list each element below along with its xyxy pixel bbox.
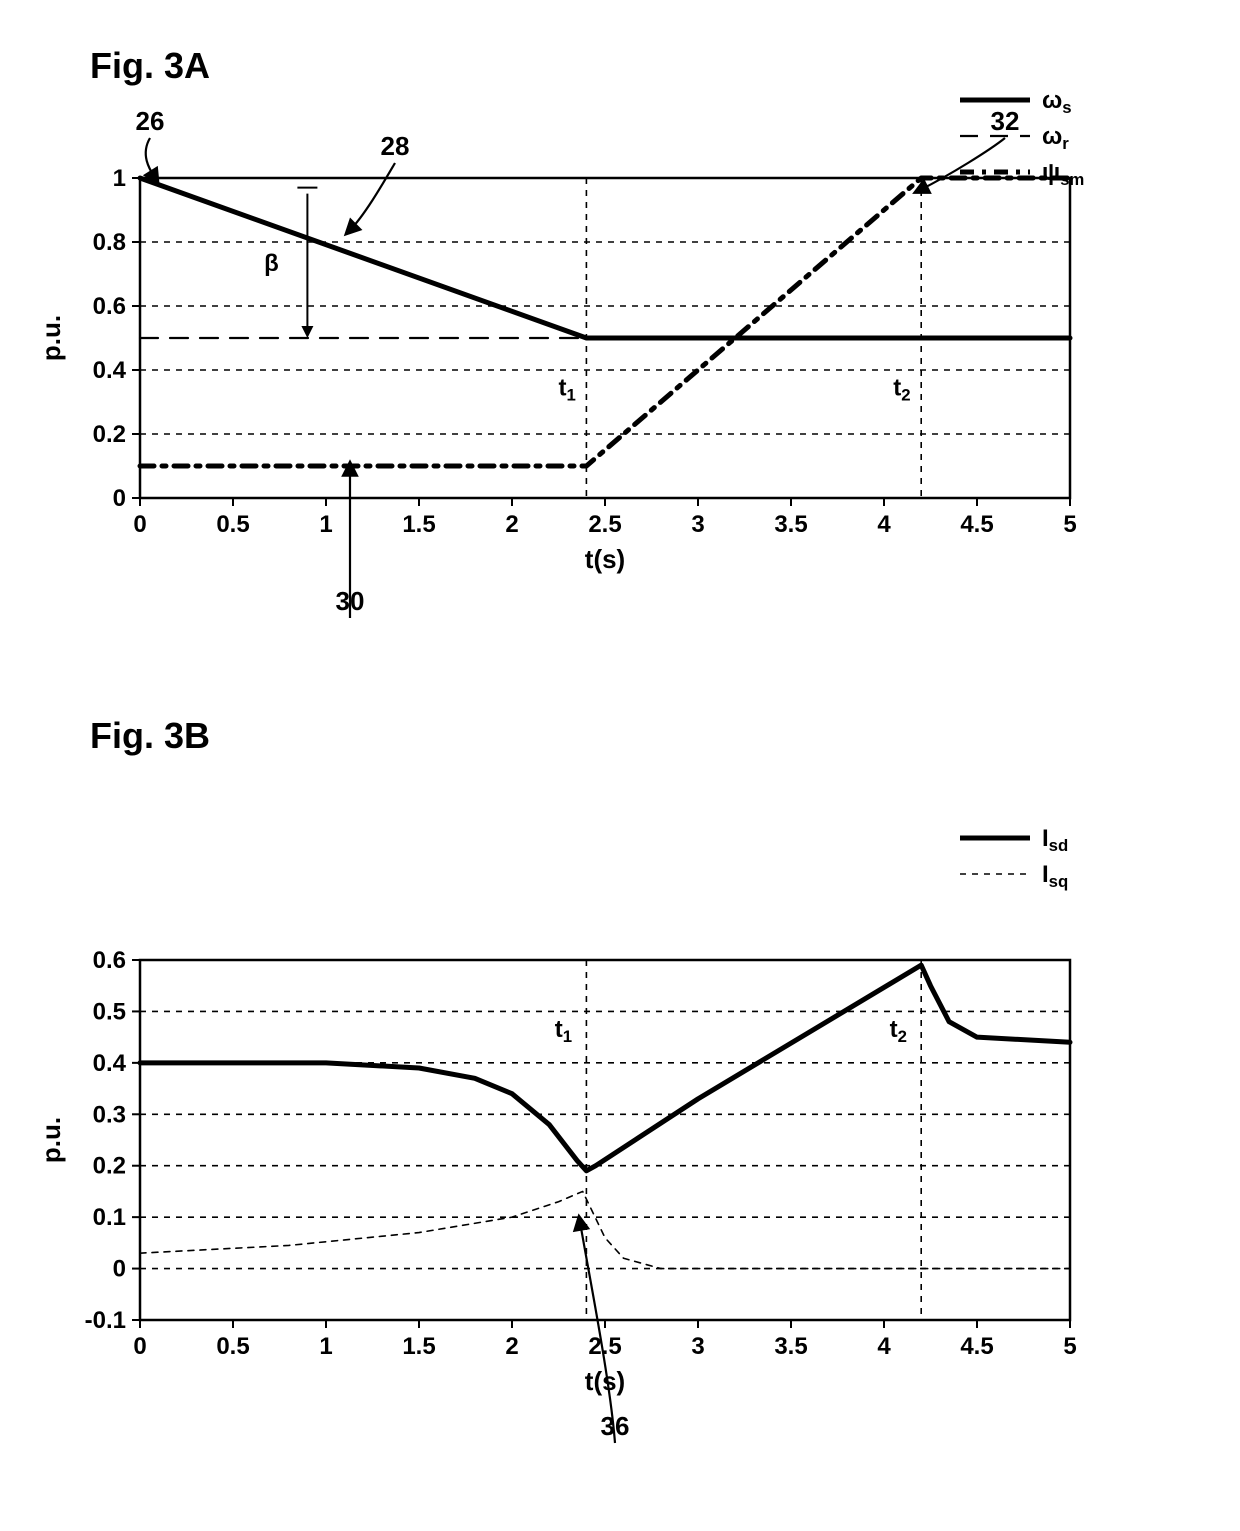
svg-text:3: 3: [691, 511, 704, 538]
svg-text:0.8: 0.8: [93, 229, 126, 256]
page-root: Fig. 3A 00.511.522.533.544.5500.20.40.60…: [0, 0, 1240, 1531]
svg-text:2: 2: [505, 1333, 518, 1360]
svg-text:t(s): t(s): [585, 544, 625, 574]
svg-text:26: 26: [136, 106, 165, 136]
svg-text:p.u.: p.u.: [36, 1117, 66, 1163]
svg-text:0.5: 0.5: [216, 1333, 249, 1360]
svg-text:0.2: 0.2: [93, 1153, 126, 1180]
svg-text:0.6: 0.6: [93, 947, 126, 974]
svg-text:1: 1: [113, 165, 126, 192]
svg-text:4.5: 4.5: [960, 511, 993, 538]
svg-text:Isq: Isq: [1042, 861, 1068, 891]
svg-text:1: 1: [319, 511, 332, 538]
svg-text:4: 4: [877, 1333, 891, 1360]
svg-text:4.5: 4.5: [960, 1333, 993, 1360]
svg-text:0.4: 0.4: [93, 357, 127, 384]
svg-text:ψsm: ψsm: [1042, 159, 1084, 189]
svg-text:3.5: 3.5: [774, 511, 807, 538]
svg-text:32: 32: [991, 106, 1020, 136]
svg-text:2.5: 2.5: [588, 511, 621, 538]
svg-text:p.u.: p.u.: [36, 315, 66, 361]
svg-text:0.3: 0.3: [93, 1101, 126, 1128]
svg-text:2.5: 2.5: [588, 1333, 621, 1360]
svg-text:ωr: ωr: [1042, 123, 1069, 153]
svg-text:Isd: Isd: [1042, 825, 1068, 855]
svg-text:ωs: ωs: [1042, 87, 1072, 117]
svg-text:36: 36: [601, 1411, 630, 1441]
svg-text:0: 0: [113, 1256, 126, 1283]
svg-text:5: 5: [1063, 511, 1076, 538]
svg-text:0: 0: [133, 511, 146, 538]
fig-a-chart: 0 0.5 1 1.5 2 2.5 3 3.5 4 4.5 5 0 0.2 0.4 0.6 0.8 1 t(s) p…: [0, 0, 1240, 640]
svg-text:1: 1: [319, 1333, 332, 1360]
svg-text:0: 0: [133, 1333, 146, 1360]
svg-text:1.5: 1.5: [402, 511, 435, 538]
svg-text:-0.1: -0.1: [85, 1307, 126, 1334]
svg-text:0.1: 0.1: [93, 1204, 126, 1231]
svg-text:3: 3: [691, 1333, 704, 1360]
svg-text:28: 28: [381, 131, 410, 161]
svg-text:0.2: 0.2: [93, 421, 126, 448]
svg-text:0: 0: [113, 485, 126, 512]
svg-text:β: β: [264, 250, 279, 277]
svg-text:1.5: 1.5: [402, 1333, 435, 1360]
svg-text:0.4: 0.4: [93, 1050, 127, 1077]
svg-text:5: 5: [1063, 1333, 1076, 1360]
svg-text:4: 4: [877, 511, 891, 538]
svg-text:0.5: 0.5: [216, 511, 249, 538]
fig-b-chart: 0 0.5 1 1.5 2 2.5 3 3.5 4 4.5 5 -0.1 0 0.1 0.2 0.3 0.4 0.…: [0, 670, 1240, 1490]
svg-text:0.6: 0.6: [93, 293, 126, 320]
svg-text:0.5: 0.5: [93, 998, 126, 1025]
svg-text:2: 2: [505, 511, 518, 538]
svg-text:30: 30: [336, 586, 365, 616]
svg-text:3.5: 3.5: [774, 1333, 807, 1360]
